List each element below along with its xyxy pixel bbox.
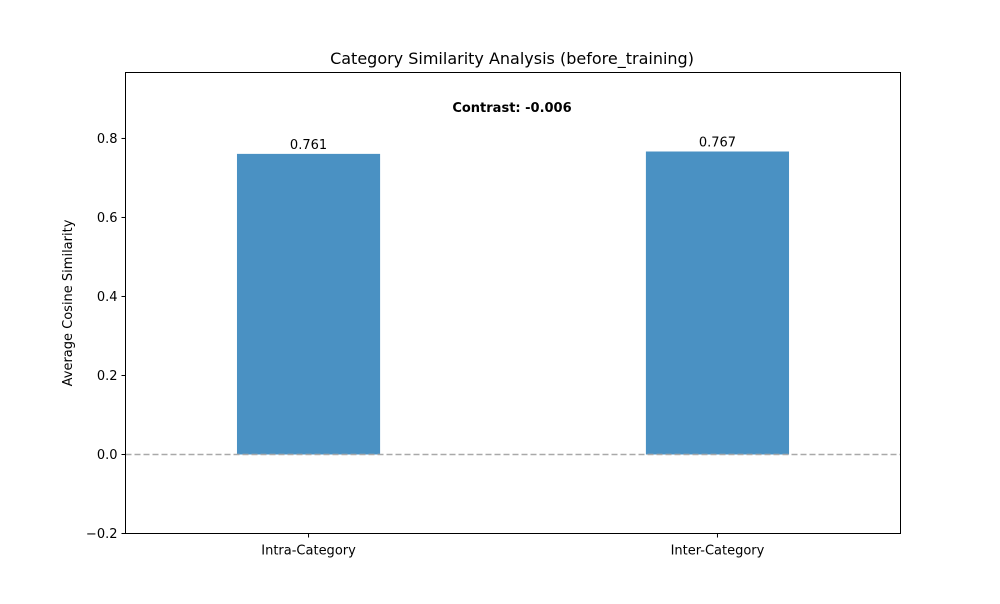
bar-value-label: 0.761 (290, 138, 327, 153)
y-tick-label: −0.2 (86, 527, 118, 542)
y-axis-title: Average Cosine Similarity (61, 219, 76, 386)
x-tick-label: Intra-Category (261, 544, 356, 559)
y-tick-label: 0.2 (97, 369, 118, 384)
y-tick-label: 0.8 (97, 132, 118, 147)
y-axis-ticks: −0.2 0.0 0.2 0.4 0.6 0.8 (86, 132, 126, 542)
x-axis-ticks: Intra-Category Inter-Category (261, 533, 765, 559)
contrast-annotation: Contrast: -0.006 (452, 101, 571, 116)
bars (236, 151, 790, 455)
x-tick-label: Inter-Category (671, 544, 765, 559)
value-labels: 0.761 0.767 (290, 136, 736, 153)
bar-value-label: 0.767 (699, 136, 736, 151)
y-tick-label: 0.0 (97, 448, 118, 463)
bar-inter-category (645, 151, 790, 455)
y-tick-label: 0.4 (97, 290, 118, 305)
plot-frame (125, 72, 901, 534)
bar-intra-category (236, 153, 381, 455)
chart-title: Category Similarity Analysis (before_tra… (330, 49, 694, 69)
y-tick-label: 0.6 (97, 211, 118, 226)
